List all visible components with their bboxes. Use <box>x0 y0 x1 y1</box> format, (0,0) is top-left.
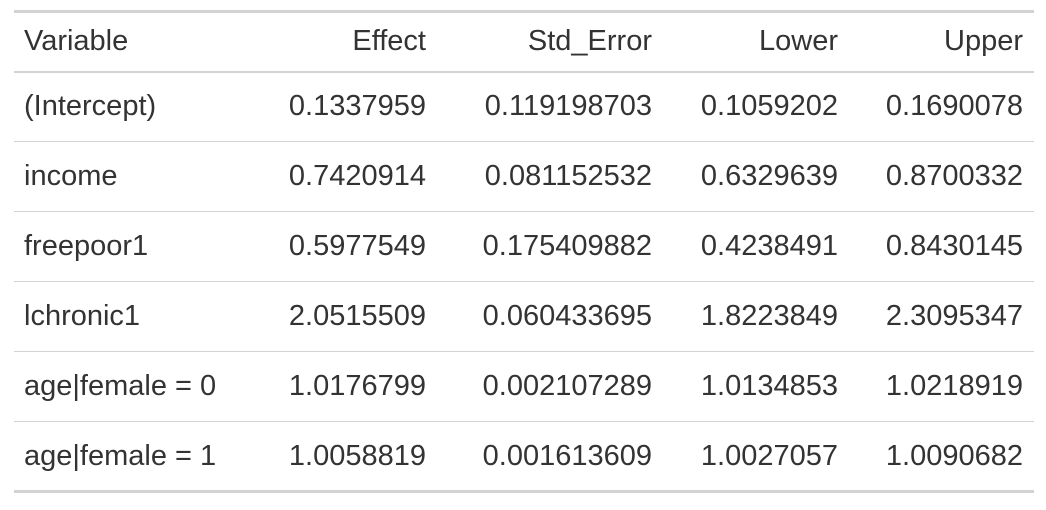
column-header-variable: Variable <box>14 11 250 73</box>
cell-upper: 0.8700332 <box>849 141 1034 212</box>
cell-effect: 0.7420914 <box>250 141 437 212</box>
cell-lower: 0.6329639 <box>663 141 849 212</box>
cell-variable: age|female = 0 <box>14 351 250 422</box>
column-header-upper: Upper <box>849 11 1034 73</box>
cell-lower: 0.1059202 <box>700 90 838 123</box>
cell-std-error: 0.001613609 <box>437 421 663 492</box>
column-header-effect: Effect <box>250 11 437 73</box>
cell-variable: freepoor1 <box>14 211 250 282</box>
cell-upper: 2.3095347 <box>849 281 1034 352</box>
cell-effect: 1.0176799 <box>250 351 437 422</box>
cell-lower: 0.4238491 <box>663 211 849 282</box>
cell-std-error: 0.119198703 <box>484 90 652 123</box>
cell-variable: income <box>14 141 250 212</box>
cell-std-error: 0.081152532 <box>437 141 663 212</box>
column-header-lower: Lower <box>663 11 849 73</box>
cell-effect: 1.0058819 <box>250 421 437 492</box>
cell-std-error: 0.002107289 <box>437 351 663 422</box>
column-header-std-error: Std_Error <box>437 11 663 73</box>
table-header-row: Variable Effect Std_Error Lower Upper <box>14 11 1034 73</box>
cell-lower: 1.0027057 <box>663 421 849 492</box>
cell-effect: 0.5977549 <box>250 211 437 282</box>
cell-lower: 1.8223849 <box>663 281 849 352</box>
table-row: income 0.7420914 0.081152532 0.6329639 0… <box>14 141 1034 212</box>
results-table: Variable Effect Std_Error Lower Upper (I… <box>14 10 1034 493</box>
table-row: age|female = 0 1.0176799 0.002107289 1.0… <box>14 351 1034 422</box>
cell-variable: lchronic1 <box>14 281 250 352</box>
cell-variable: age|female = 1 <box>14 421 250 492</box>
table-row: age|female = 1 1.0058819 0.001613609 1.0… <box>14 421 1034 492</box>
cell-std-error: 0.060433695 <box>437 281 663 352</box>
table-row: (Intercept) 0.1337959 0.119198703 0.1059… <box>14 72 1034 142</box>
cell-lower: 1.0134853 <box>663 351 849 422</box>
results-table-container: Variable Effect Std_Error Lower Upper (I… <box>14 10 1034 493</box>
cell-upper: 0.8430145 <box>849 211 1034 282</box>
cell-effect: 2.0515509 <box>250 281 437 352</box>
cell-variable: (Intercept) <box>24 90 157 123</box>
table-row: lchronic1 2.0515509 0.060433695 1.822384… <box>14 281 1034 352</box>
cell-upper: 1.0218919 <box>849 351 1034 422</box>
cell-std-error: 0.175409882 <box>437 211 663 282</box>
cell-upper: 1.0090682 <box>849 421 1034 492</box>
cell-effect: 0.1337959 <box>288 90 426 123</box>
table-row: freepoor1 0.5977549 0.175409882 0.423849… <box>14 211 1034 282</box>
cell-upper: 0.1690078 <box>885 90 1023 123</box>
